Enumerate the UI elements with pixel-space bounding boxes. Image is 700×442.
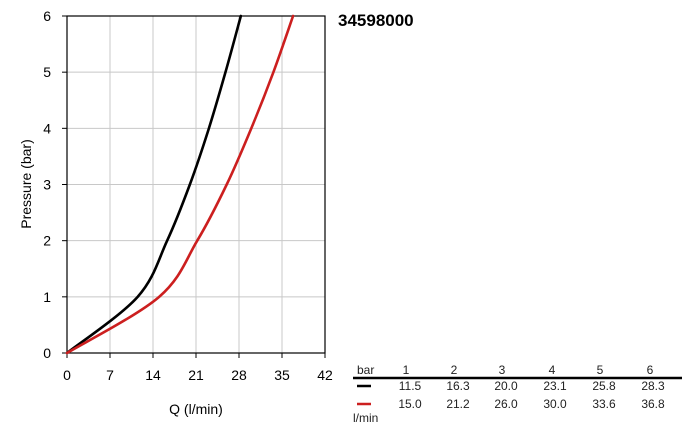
chart-grid [67, 16, 325, 353]
x-tick-label: 0 [63, 367, 71, 383]
series-line-1 [65, 14, 243, 355]
y-tick-label: 0 [43, 345, 51, 361]
table-header-cell: 1 [403, 363, 410, 377]
table-cell: 21.2 [446, 397, 470, 411]
table-cell: 20.0 [494, 379, 518, 393]
series-line-2 [65, 14, 295, 355]
y-tick-label: 4 [43, 120, 51, 136]
table-cell: 16.3 [446, 379, 470, 393]
table-header-cell: 3 [499, 363, 506, 377]
y-tick-label: 2 [43, 233, 51, 249]
y-tick-label: 5 [43, 64, 51, 80]
table-cell: 11.5 [399, 379, 422, 393]
table-unit-flow: l/min [353, 411, 378, 425]
x-tick-label: 35 [274, 367, 290, 383]
table-cell: 26.0 [494, 397, 518, 411]
flow-rate-table: bar 1 2 3 4 5 6 11.5 16.3 20.0 23.1 25.8 28.3 15.0 21.… [353, 363, 682, 425]
table-header-cell: 5 [597, 363, 604, 377]
product-code-title: 34598000 [338, 11, 414, 30]
table-header-cell: 2 [451, 363, 458, 377]
table-header-cell: 6 [647, 363, 654, 377]
y-tick-label: 6 [43, 8, 51, 24]
x-tick-label: 21 [188, 367, 204, 383]
series-lines [65, 14, 295, 355]
x-tick-label: 14 [145, 367, 161, 383]
table-header-cell: 4 [549, 363, 556, 377]
table-cell: 36.8 [641, 397, 665, 411]
table-cell: 30.0 [543, 397, 567, 411]
x-axis-label: Q (l/min) [169, 401, 223, 417]
y-tick-label: 3 [43, 177, 51, 193]
table-cell: 15.0 [398, 397, 422, 411]
x-tick-label: 42 [317, 367, 333, 383]
x-tick-label: 28 [231, 367, 247, 383]
y-tick-label: 1 [43, 289, 51, 305]
x-tick-label: 7 [106, 367, 114, 383]
table-cell: 33.6 [592, 397, 616, 411]
y-axis-label: Pressure (bar) [18, 139, 34, 228]
table-cell: 23.1 [543, 379, 567, 393]
axis-ticks: 0 7 14 21 28 35 42 0 1 2 3 4 5 6 [43, 8, 333, 383]
table-unit-bar: bar [357, 363, 374, 377]
table-cell: 28.3 [641, 379, 665, 393]
table-cell: 25.8 [592, 379, 616, 393]
